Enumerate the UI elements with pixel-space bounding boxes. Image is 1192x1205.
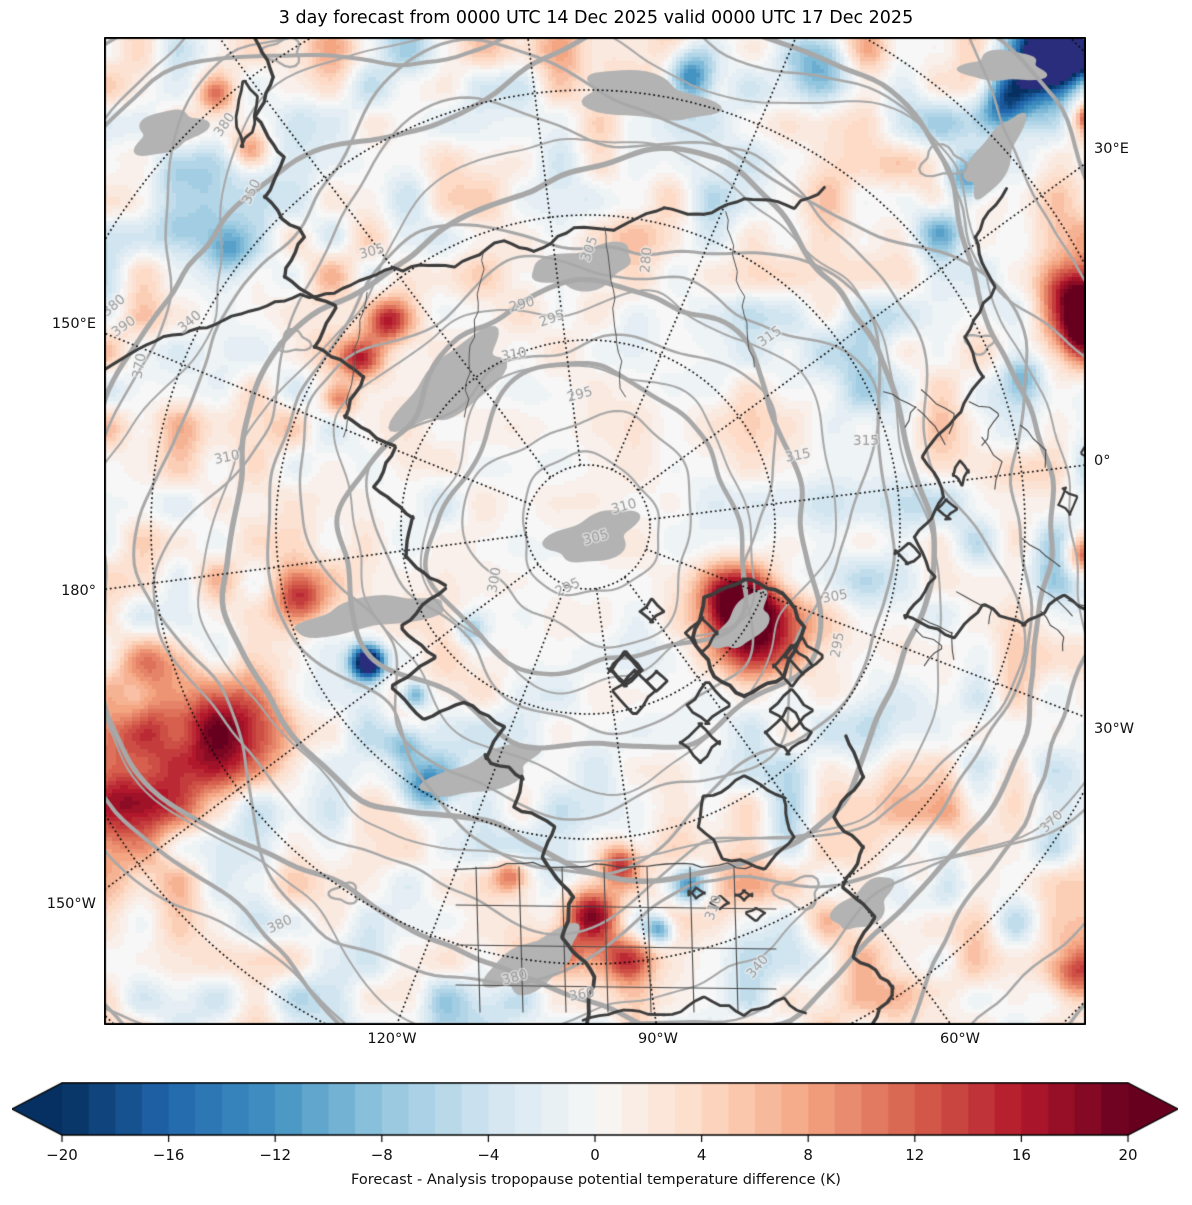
gridline-label-0: 0° <box>1094 453 1111 469</box>
gridline-label-120W: 120°W <box>367 1031 417 1047</box>
colorbar-tick-label: 20 <box>1118 1146 1138 1164</box>
colorbar-tick-label: −20 <box>46 1146 78 1164</box>
gridline-label-30W: 30°W <box>1094 721 1135 737</box>
colorbar-tick-label: −8 <box>370 1146 393 1164</box>
forecast-difference-map-canvas <box>104 37 1086 1025</box>
colorbar-tick-label: 12 <box>905 1146 925 1164</box>
colorbar-tick-label: 16 <box>1011 1146 1031 1164</box>
colorbar-tick-label: −12 <box>259 1146 292 1164</box>
gridline-label-150W: 150°W <box>46 896 96 912</box>
gridline-label-180: 180° <box>61 583 96 599</box>
gridline-label-60W: 60°W <box>939 1031 981 1047</box>
colorbar-tick-label: −4 <box>477 1146 500 1164</box>
colorbar-tick-label: 8 <box>803 1146 813 1164</box>
colorbar-label: Forecast - Analysis tropopause potential… <box>351 1172 841 1188</box>
colorbar-tick-label: 4 <box>696 1146 707 1164</box>
gridline-label-30E: 30°E <box>1094 141 1129 157</box>
gridline-label-150E: 150°E <box>51 316 96 332</box>
colorbar-tick-label: −16 <box>152 1146 185 1164</box>
map-panel <box>104 37 1086 1025</box>
colorbar <box>12 1082 1178 1144</box>
colorbar-tick-labels: −20 −16 −12 −8 −4 0 4 8 12 16 20 <box>0 1146 1192 1166</box>
gridline-label-90W: 90°W <box>637 1031 679 1047</box>
figure-title: 3 day forecast from 0000 UTC 14 Dec 2025… <box>278 8 914 28</box>
colorbar-tick-label: 0 <box>590 1146 600 1164</box>
